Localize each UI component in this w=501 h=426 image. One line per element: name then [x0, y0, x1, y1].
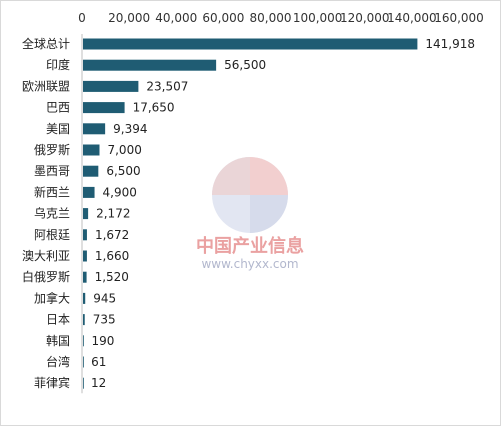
bar — [83, 186, 95, 198]
bar — [83, 314, 85, 326]
bar — [83, 250, 87, 262]
bar — [83, 229, 87, 241]
data-label: 12 — [91, 376, 106, 390]
data-label: 4,900 — [103, 185, 137, 199]
category-label: 巴西 — [46, 101, 70, 115]
data-label: 6,500 — [106, 164, 140, 178]
bar — [83, 123, 106, 135]
data-label: 1,520 — [95, 270, 129, 284]
data-label: 17,650 — [133, 101, 175, 115]
watermark-logo — [212, 157, 288, 233]
data-label: 1,660 — [95, 249, 129, 263]
category-label: 日本 — [46, 313, 70, 327]
category-label: 韩国 — [46, 333, 70, 348]
category-label: 欧洲联盟 — [22, 79, 70, 93]
x-axis: 0 20,000 40,000 60,000 80,000 100,000120,0001… — [78, 11, 484, 394]
category-label: 澳大利亚 — [22, 249, 70, 263]
x-tick-label: 100,000 — [293, 11, 343, 25]
data-label: 2,172 — [96, 207, 130, 221]
x-tick-label: 20,000 — [108, 11, 150, 25]
data-label: 7,000 — [107, 143, 141, 157]
watermark-pink-segment — [212, 157, 250, 195]
data-label: 945 — [93, 291, 116, 305]
bar — [83, 38, 418, 50]
x-tick-label: 140,000 — [387, 11, 437, 25]
bar — [83, 356, 84, 368]
data-label: 735 — [93, 313, 116, 327]
bar — [83, 144, 100, 156]
bar — [83, 335, 84, 347]
category-label: 墨西哥 — [34, 164, 70, 178]
watermark-blue-segment — [250, 195, 288, 233]
bar — [83, 80, 139, 92]
x-tick-label: 0 — [78, 11, 86, 25]
bar — [83, 165, 99, 177]
data-label: 190 — [91, 334, 114, 348]
data-label: 141,918 — [425, 37, 475, 51]
category-label: 阿根廷 — [34, 228, 70, 242]
category-label: 新西兰 — [34, 184, 70, 199]
data-label: 9,394 — [113, 122, 147, 136]
x-tick-label: 60,000 — [202, 11, 244, 25]
watermark-url: www.chyxx.com — [201, 257, 298, 271]
x-tick-label: 120,000 — [340, 11, 390, 25]
category-label: 台湾 — [46, 354, 70, 369]
data-label: 56,500 — [224, 58, 266, 72]
bar — [83, 271, 87, 283]
bar — [83, 292, 86, 304]
data-label: 23,507 — [146, 79, 188, 93]
category-label: 全球总计 — [22, 36, 70, 51]
x-tick-label: 80,000 — [250, 11, 292, 25]
category-label: 乌克兰 — [34, 206, 70, 221]
category-label: 美国 — [46, 122, 70, 136]
x-tick-label: 40,000 — [155, 11, 197, 25]
data-label: 61 — [91, 355, 106, 369]
x-tick-label: 160,000 — [434, 11, 484, 25]
bar — [83, 102, 125, 114]
category-label: 印度 — [46, 57, 70, 72]
bar — [83, 377, 84, 389]
category-label: 加拿大 — [34, 290, 70, 305]
category-label: 白俄罗斯 — [22, 269, 70, 284]
watermark-text: 中国产业信息 — [196, 235, 304, 257]
data-label: 1,672 — [95, 228, 129, 242]
bars-group: 全球总计 141,918 印度 56,500 欧洲联盟 23,507 巴西 17,650 美国 9… — [22, 36, 475, 390]
bar — [83, 208, 89, 220]
bar — [83, 59, 217, 71]
category-label: 俄罗斯 — [34, 143, 70, 157]
watermark-red-segment — [250, 157, 288, 195]
category-label: 菲律宾 — [34, 375, 70, 390]
